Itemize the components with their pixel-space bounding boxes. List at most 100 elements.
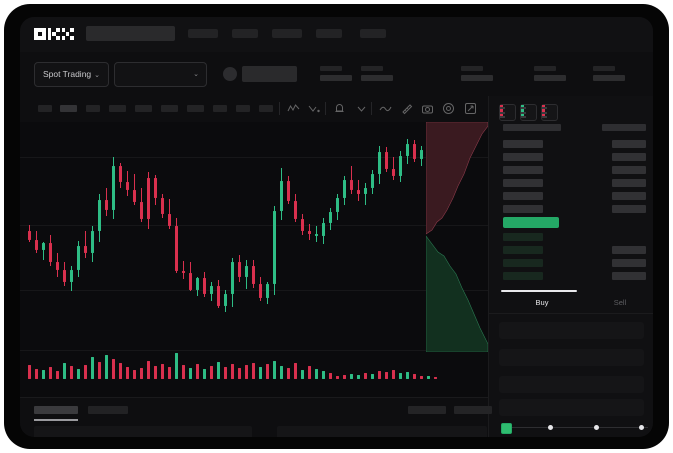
bottom-tab-0[interactable] <box>34 406 78 414</box>
volume-bar-5 <box>63 363 66 379</box>
bottom-action-0[interactable] <box>408 406 446 414</box>
timeframe-3[interactable] <box>109 105 126 112</box>
timeframe-6[interactable] <box>187 105 204 112</box>
volume-bar-21 <box>175 353 178 379</box>
chevron-down-icon[interactable] <box>355 102 368 115</box>
logo-cell <box>70 28 74 32</box>
candle-body-42 <box>322 222 325 236</box>
orderbook-bid-size-2 <box>612 259 646 267</box>
candle-body-53 <box>399 155 402 176</box>
slider-handle[interactable] <box>501 423 512 434</box>
candle-wick-52 <box>392 156 394 180</box>
candle-6 <box>70 122 73 362</box>
market-type-select[interactable]: Spot Trading ⌄ <box>34 62 109 87</box>
gridline-0 <box>20 157 488 158</box>
candle-body-12 <box>112 166 115 210</box>
volume-bar-14 <box>126 367 129 379</box>
volume-bar-8 <box>84 365 87 379</box>
timeframe-1[interactable] <box>60 105 77 112</box>
line-chart-icon[interactable] <box>379 102 392 115</box>
candle-52 <box>392 122 395 362</box>
timeframe-2[interactable] <box>86 105 100 112</box>
orderbook-ask-price-4 <box>503 192 543 200</box>
logo-cell <box>65 32 70 36</box>
volume-bar-6 <box>70 366 73 379</box>
timeframe-4[interactable] <box>135 105 152 112</box>
compare-icon[interactable] <box>308 102 321 115</box>
slider-stop-1[interactable] <box>548 425 554 430</box>
trading-pair-select[interactable]: ⌄ <box>114 62 207 87</box>
order-total-field[interactable] <box>499 376 644 393</box>
candle-53 <box>399 122 402 362</box>
orderbook-mode-both[interactable] <box>499 104 516 121</box>
nav-item-4[interactable] <box>360 29 386 38</box>
bottom-action-1[interactable] <box>454 406 492 414</box>
orderbook-mode-asks[interactable] <box>541 104 558 121</box>
candle-body-11 <box>105 200 108 210</box>
nav-search-input[interactable] <box>86 26 175 41</box>
logo-cell <box>34 36 38 40</box>
candle-9 <box>91 122 94 362</box>
slider-stop-2[interactable] <box>593 425 599 430</box>
indicator-icon[interactable] <box>287 102 300 115</box>
candle-body-45 <box>343 179 346 198</box>
candle-2 <box>42 122 45 362</box>
candle-body-19 <box>161 197 164 215</box>
volume-bar-23 <box>189 368 192 379</box>
candle-10 <box>98 122 101 362</box>
candle-body-20 <box>168 214 171 227</box>
candle-55 <box>413 122 416 362</box>
timeframe-7[interactable] <box>213 105 227 112</box>
candle-23 <box>189 122 192 362</box>
slider-stop-3[interactable] <box>639 425 644 430</box>
toolbar-divider <box>371 102 372 115</box>
settings-icon[interactable] <box>442 102 455 115</box>
order-amount-field[interactable] <box>499 349 644 366</box>
tab-sell[interactable]: Sell <box>613 298 627 307</box>
orderbook-bid-price-1 <box>503 246 543 254</box>
order-extra-field[interactable] <box>499 399 644 416</box>
candlestick-chart[interactable] <box>20 122 488 397</box>
candle-body-35 <box>273 210 276 284</box>
volume-bar-55 <box>413 374 416 379</box>
timeframe-9[interactable] <box>259 105 273 112</box>
order-price-field[interactable] <box>499 322 644 339</box>
timeframe-5[interactable] <box>161 105 178 112</box>
market-stat-label-3 <box>534 66 556 71</box>
candle-body-46 <box>350 179 353 191</box>
order-amount-slider-track[interactable] <box>503 427 648 428</box>
orderbook-col-price <box>503 124 561 131</box>
candle-body-26 <box>210 286 213 294</box>
market-stat-value-2 <box>461 75 493 81</box>
tab-buy[interactable]: Buy <box>535 298 549 307</box>
volume-bar-12 <box>112 359 115 379</box>
alert-icon[interactable] <box>333 102 346 115</box>
market-stat-value-3 <box>534 75 566 81</box>
timeframe-8[interactable] <box>236 105 250 112</box>
volume-bar-38 <box>294 363 297 379</box>
bottom-tab-1[interactable] <box>88 406 128 414</box>
volume-bar-16 <box>140 368 143 379</box>
nav-item-0[interactable] <box>188 29 218 38</box>
fullscreen-icon[interactable] <box>464 102 477 115</box>
volume-bar-58 <box>434 377 437 379</box>
depth-overlay <box>426 122 488 352</box>
okx-logo[interactable] <box>34 28 76 41</box>
timeframe-0[interactable] <box>38 105 52 112</box>
camera-icon[interactable] <box>421 102 434 115</box>
nav-item-1[interactable] <box>232 29 258 38</box>
orderbook-ask-size-2 <box>612 166 646 174</box>
orderbook-best-price <box>503 217 559 228</box>
volume-bar-13 <box>119 363 122 379</box>
chevron-down-icon: ⌄ <box>193 71 199 78</box>
ruler-icon[interactable] <box>400 102 413 115</box>
market-stat-value-4 <box>593 75 625 81</box>
logo-cell <box>56 28 60 32</box>
nav-item-3[interactable] <box>316 29 342 38</box>
candle-body-40 <box>308 231 311 234</box>
volume-bar-27 <box>217 362 220 379</box>
candle-body-32 <box>252 266 255 284</box>
volume-bar-47 <box>357 375 360 379</box>
nav-item-2[interactable] <box>272 29 302 38</box>
orderbook-mode-bids[interactable] <box>520 104 537 121</box>
